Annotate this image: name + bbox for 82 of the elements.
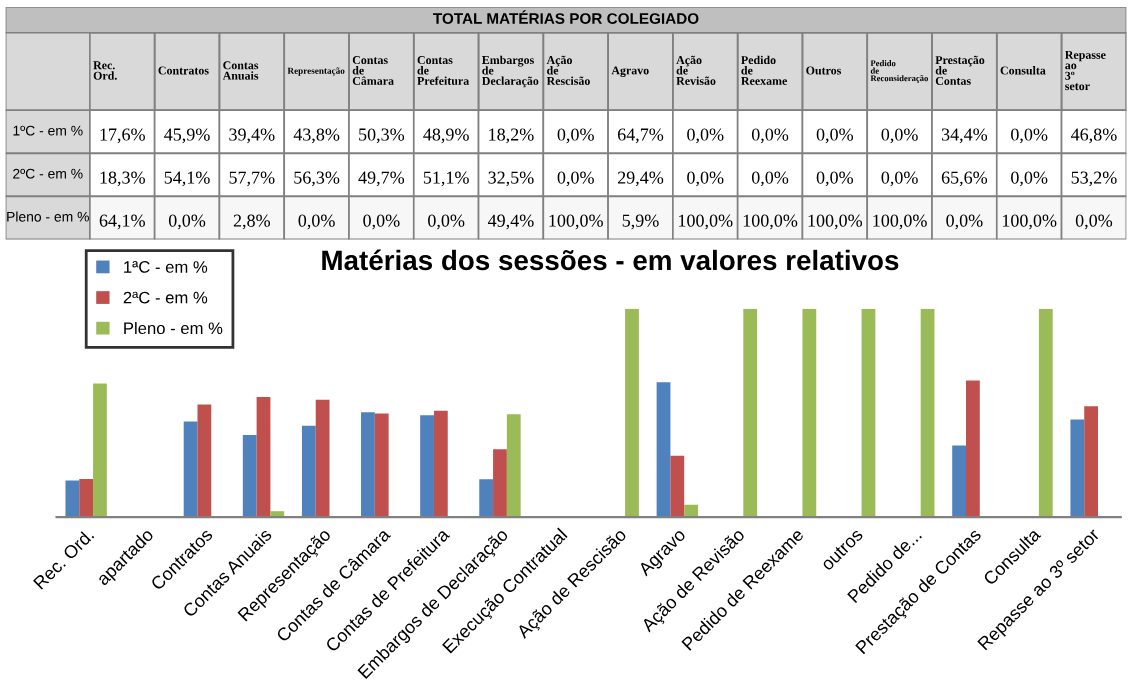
bar — [861, 308, 876, 518]
bar — [65, 480, 80, 518]
data-label: 65,6% — [941, 171, 988, 187]
data-label: 0,0% — [363, 214, 400, 230]
bar — [506, 414, 521, 518]
bar — [1038, 308, 1053, 518]
bar — [802, 308, 817, 518]
data-label: 51,1% — [423, 171, 469, 187]
bar — [374, 413, 389, 518]
bar — [743, 308, 758, 518]
data-label: 49,7% — [358, 171, 405, 187]
data-label: 2,8% — [233, 214, 271, 230]
data-label: 0,0% — [881, 171, 918, 187]
data-label: 18,2% — [489, 128, 534, 144]
bar — [242, 435, 257, 518]
bar — [920, 308, 935, 518]
data-label: 48,9% — [423, 128, 469, 144]
data-label: 0,0% — [557, 128, 594, 144]
data-label: 100,0% — [743, 214, 798, 230]
data-label: 0,0% — [557, 171, 594, 187]
bar — [952, 445, 966, 518]
data-label: 53,2% — [1071, 171, 1117, 187]
data-label: 32,5% — [488, 171, 534, 187]
data-label: 64,1% — [99, 214, 145, 230]
data-label: 56,3% — [294, 171, 340, 187]
data-label: 0,0% — [751, 171, 789, 187]
bar — [361, 412, 375, 518]
bar — [670, 455, 685, 518]
data-label: 54,1% — [164, 171, 210, 187]
data-label: 39,4% — [229, 128, 275, 144]
data-label: 45,9% — [164, 128, 210, 144]
data-label: 43,8% — [293, 128, 340, 144]
data-label: 17,6% — [100, 128, 145, 144]
data-label: 0,0% — [751, 128, 789, 144]
bar — [1070, 419, 1085, 518]
legend-label: 2ªC - em % — [123, 291, 208, 304]
data-label: 18,3% — [100, 171, 145, 187]
data-label: 100,0% — [679, 214, 733, 230]
bar — [79, 478, 94, 518]
bar — [433, 410, 448, 518]
data-label: 64,7% — [617, 128, 664, 144]
data-label: 0,0% — [816, 128, 854, 144]
data-label: 0,0% — [946, 214, 983, 230]
legend-label: Pleno - em % — [124, 321, 223, 335]
chart-title: Matérias dos sessões - em valores relativos — [322, 249, 899, 271]
data-label: 0,0% — [1075, 214, 1113, 230]
bar — [1084, 406, 1099, 518]
data-label: 0,0% — [428, 214, 465, 230]
data-label: 100,0% — [549, 214, 603, 230]
data-label: 0,0% — [816, 171, 854, 187]
bar — [256, 396, 271, 518]
bar — [420, 415, 434, 518]
legend-label: 1ªC - em % — [124, 261, 208, 273]
bar — [965, 380, 980, 518]
data-label: 0,0% — [1011, 171, 1048, 187]
data-label: 0,0% — [687, 128, 724, 144]
data-label: 0,0% — [1011, 128, 1048, 144]
bar — [93, 383, 107, 518]
data-label: 100,0% — [873, 214, 927, 230]
data-label: 49,4% — [487, 214, 534, 230]
bar — [684, 504, 698, 518]
data-label: 29,4% — [617, 171, 664, 187]
bar — [493, 449, 507, 518]
bar — [656, 382, 671, 518]
data-label: 0,0% — [168, 214, 206, 230]
data-label: 34,4% — [941, 128, 988, 144]
data-label: 46,8% — [1070, 128, 1117, 144]
data-label: 57,7% — [229, 171, 275, 187]
data-label: 0,0% — [298, 214, 335, 230]
x-tick-label: Rec. Ord. — [32, 527, 95, 590]
data-label: 0,0% — [687, 171, 724, 187]
bar — [479, 479, 494, 518]
data-label: 0,0% — [881, 128, 918, 144]
data-label: 5,9% — [622, 214, 659, 230]
bar — [183, 421, 198, 518]
data-label: 100,0% — [808, 214, 863, 230]
bar — [625, 308, 639, 518]
data-label: 50,3% — [359, 128, 405, 144]
data-label: 100,0% — [1002, 214, 1057, 230]
bar — [197, 404, 212, 518]
bar — [301, 425, 316, 518]
bar — [315, 399, 330, 518]
